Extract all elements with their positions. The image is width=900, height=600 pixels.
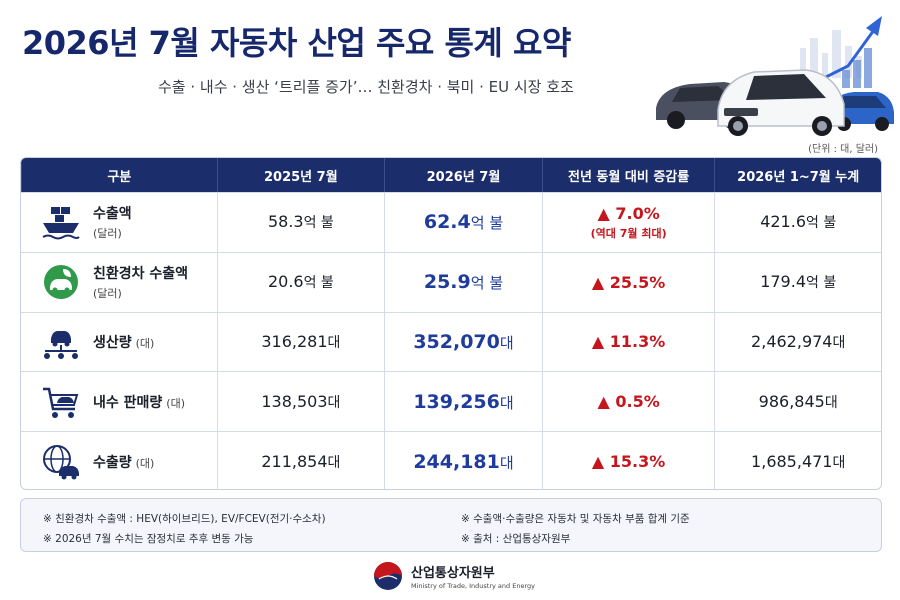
row-label: 친환경차 수출액 (93, 266, 189, 283)
ministry-name: 산업통상자원부 (411, 566, 495, 581)
eco-car-icon (39, 262, 83, 302)
value-2025: 20.6 (267, 272, 304, 292)
footnote: ※ 친환경차 수출액 : HEV(하이브리드), EV/FCEV(전기·수소차) (43, 513, 326, 525)
white-suv-icon (717, 69, 845, 136)
table-header-row: 구분 2025년 7월 2026년 7월 전년 동월 대비 증감률 2026년 … (21, 158, 881, 192)
value-2026: 352,070 (413, 330, 500, 353)
unit-note: (단위 : 대, 달러) (808, 144, 878, 155)
table-row: 수출량 (대) 211,854대 244,181대 ▲ 15.3% 1,685,… (21, 431, 881, 489)
table-row: 생산량 (대) 316,281대 352,070대 ▲ 11.3% 2,462,… (21, 311, 881, 372)
value-cumulative: 1,685,471 (751, 451, 833, 471)
production-icon (39, 322, 83, 362)
row-label: 내수 판매량 (93, 394, 163, 411)
table-row: 친환경차 수출액 (달러) 20.6억 불 25.9억 불 ▲ 25.5% 17… (21, 251, 881, 312)
header-yoy-change: 전년 동월 대비 증감률 (541, 158, 715, 192)
unit: 대 (499, 453, 514, 472)
change-value: ▲ 25.5% (591, 272, 666, 292)
stats-table: 구분 2025년 7월 2026년 7월 전년 동월 대비 증감률 2026년 … (20, 157, 882, 490)
value-2025: 316,281 (261, 331, 328, 351)
change-value: ▲ 11.3% (591, 332, 666, 352)
unit: 억 불 (806, 275, 837, 292)
value-cumulative: 179.4 (760, 272, 806, 292)
unit: 대 (499, 393, 514, 412)
unit: 억 불 (806, 215, 837, 232)
unit: 대 (832, 454, 846, 471)
value-2026: 139,256 (413, 390, 500, 413)
footnote: ※ 출처 : 산업통상자원부 (461, 533, 571, 545)
row-sublabel: (달러) (93, 227, 122, 241)
value-2025: 211,854 (261, 451, 328, 471)
unit: 대 (327, 394, 341, 411)
unit: 억 불 (470, 274, 504, 293)
footnotes-box: ※ 친환경차 수출액 : HEV(하이브리드), EV/FCEV(전기·수소차)… (20, 498, 882, 552)
change-note: (역대 7월 최대) (590, 226, 667, 240)
ministry-logo-block: 산업통상자원부 Ministry of Trade, Industry and … (373, 558, 553, 594)
change-value: ▲ 15.3% (591, 452, 666, 472)
unit: 대 (499, 333, 514, 352)
value-2025: 58.3 (267, 212, 304, 232)
hero-cars-illustration (656, 16, 894, 136)
row-label: 수출액 (93, 206, 132, 223)
unit: 억 불 (303, 275, 334, 292)
row-sublabel: (대) (135, 456, 155, 470)
value-2025: 138,503 (261, 391, 328, 411)
unit: 대 (824, 394, 838, 411)
footnote: ※ 수출액·수출량은 자동차 및 자동차 부품 합계 기준 (461, 513, 690, 525)
row-sublabel: (대) (166, 396, 185, 410)
value-2026: 62.4 (423, 211, 471, 234)
table-row: 내수 판매량 (대) 138,503대 139,256대 ▲ 0.5% 986,… (21, 371, 881, 432)
header-2025-july: 2025년 7월 (216, 158, 385, 192)
value-2026: 25.9 (423, 271, 471, 294)
ministry-emblem-icon (374, 562, 402, 590)
unit: 억 불 (303, 215, 334, 232)
change-value: ▲ 0.5% (597, 392, 660, 412)
value-2026: 244,181 (413, 450, 500, 473)
unit: 대 (327, 454, 341, 471)
value-cumulative: 421.6 (760, 212, 806, 232)
unit: 대 (327, 334, 341, 351)
row-label: 생산량 (93, 334, 132, 351)
cart-car-icon (39, 382, 83, 422)
row-sublabel: (달러) (93, 287, 122, 301)
unit: 대 (832, 334, 846, 351)
row-sublabel: (대) (135, 336, 155, 350)
blue-car-icon (828, 92, 894, 131)
ministry-name-en: Ministry of Trade, Industry and Energy (411, 582, 535, 590)
footnote: ※ 2026년 7월 수치는 잠정치로 추후 변동 가능 (43, 533, 254, 545)
page-subtitle: 수출 · 내수 · 생산 ‘트리플 증가’… 친환경차 · 북미 · EU 시장… (158, 78, 574, 96)
header-2026-july: 2026년 7월 (384, 158, 542, 192)
header-cumulative: 2026년 1~7월 누계 (714, 158, 881, 192)
unit: 억 불 (470, 214, 504, 233)
page-title: 2026년 7월 자동차 산업 주요 통계 요약 (22, 24, 571, 62)
header-category: 구분 (21, 158, 217, 192)
row-label: 수출량 (93, 454, 132, 471)
ship-icon (39, 202, 83, 242)
value-cumulative: 986,845 (758, 391, 825, 411)
globe-car-icon (39, 442, 83, 482)
value-cumulative: 2,462,974 (751, 331, 833, 351)
table-row: 수출액 (달러) 58.3억 불 62.4억 불 ▲ 7.0% (역대 7월 최대… (21, 192, 881, 252)
change-value: ▲ 7.0% (597, 203, 660, 223)
